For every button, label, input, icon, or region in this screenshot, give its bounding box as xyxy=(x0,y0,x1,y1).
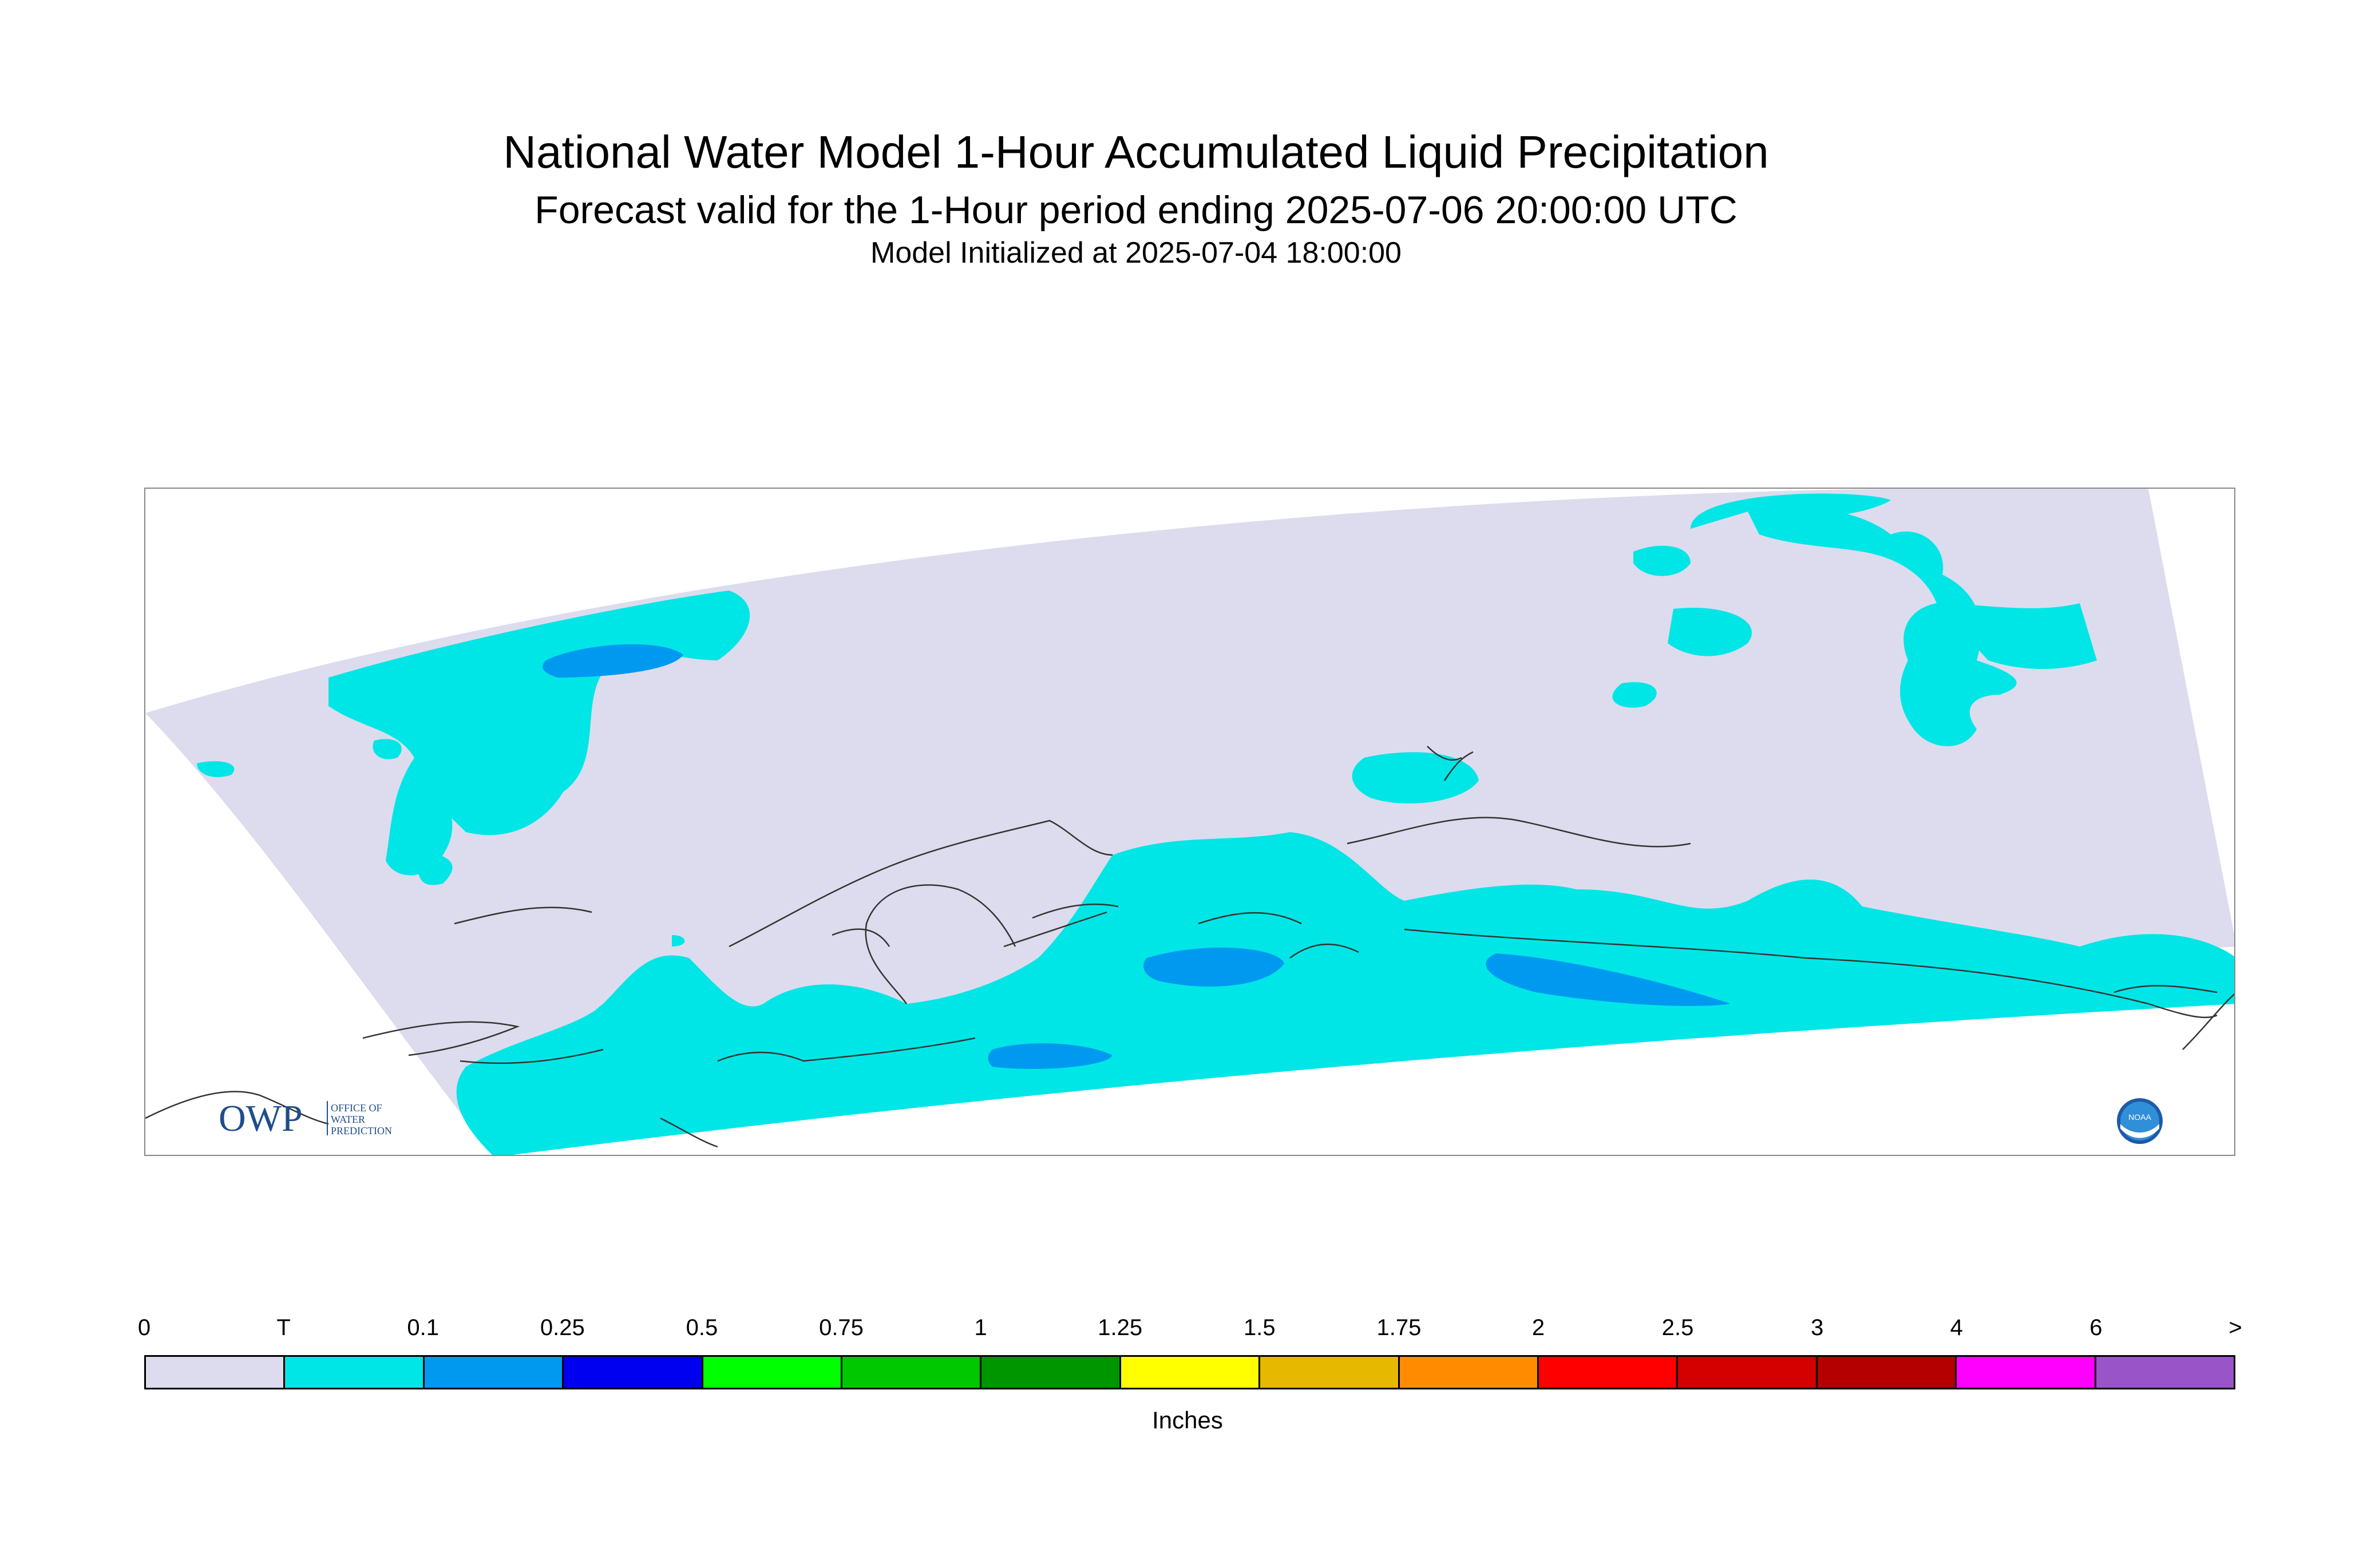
legend-swatch xyxy=(1539,1357,1679,1388)
owp-logo-text: OWP xyxy=(219,1098,303,1139)
coastlines xyxy=(145,746,2234,1148)
model-init-line: Model Initialized at 2025-07-04 18:00:00 xyxy=(870,236,1402,270)
precipitation-map: OWP OFFICE OF WATER PREDICTION NOAA xyxy=(144,488,2235,1156)
legend-colorbar xyxy=(144,1355,2235,1389)
legend-swatch xyxy=(1678,1357,1818,1388)
legend-label: 1.5 xyxy=(1243,1315,1276,1340)
legend-label: > xyxy=(2228,1315,2242,1340)
owp-logo: OWP OFFICE OF WATER PREDICTION xyxy=(219,1098,392,1139)
legend-label: 1 xyxy=(974,1315,987,1340)
legend-swatch xyxy=(285,1357,425,1388)
svg-text:WATER: WATER xyxy=(331,1114,365,1125)
legend-swatch xyxy=(1817,1357,1957,1388)
legend-label: 6 xyxy=(2089,1315,2103,1340)
noaa-logo-text: NOAA xyxy=(2128,1112,2151,1122)
legend-label: 0 xyxy=(137,1315,151,1340)
legend-label: 3 xyxy=(1811,1315,1824,1340)
legend-swatch xyxy=(842,1357,982,1388)
map-title: National Water Model 1-Hour Accumulated … xyxy=(503,126,1769,177)
legend-swatch xyxy=(703,1357,843,1388)
legend-swatch xyxy=(424,1357,564,1388)
legend-label: 1.25 xyxy=(1098,1315,1143,1340)
light-precip-areas xyxy=(543,644,1731,1069)
noaa-logo: NOAA xyxy=(2117,1098,2163,1144)
legend-swatch xyxy=(1957,1357,2096,1388)
legend-swatch xyxy=(1260,1357,1400,1388)
legend-label: T xyxy=(276,1315,291,1340)
legend-swatch xyxy=(564,1357,703,1388)
legend-swatch xyxy=(1121,1357,1261,1388)
svg-text:OFFICE OF: OFFICE OF xyxy=(331,1102,382,1114)
legend-swatch xyxy=(981,1357,1121,1388)
legend-swatch xyxy=(146,1357,286,1388)
legend-label: 1.75 xyxy=(1376,1315,1422,1340)
map-subtitle: Forecast valid for the 1-Hour period end… xyxy=(535,188,1737,232)
legend-units: Inches xyxy=(1152,1407,1223,1434)
legend-label: 0.1 xyxy=(407,1315,439,1340)
legend-labels: 0 T 0.1 0.25 0.5 0.75 1 1.25 1.5 1.75 2 2.5 3 4 6 > xyxy=(0,1315,2375,1349)
legend-swatch xyxy=(2096,1357,2234,1388)
legend-label: 0.25 xyxy=(540,1315,585,1340)
legend-label: 0.75 xyxy=(819,1315,864,1340)
legend-label: 2.5 xyxy=(1661,1315,1694,1340)
legend-label: 0.5 xyxy=(686,1315,718,1340)
svg-text:PREDICTION: PREDICTION xyxy=(331,1125,392,1137)
legend-label: 4 xyxy=(1950,1315,1963,1340)
legend-label: 2 xyxy=(1531,1315,1545,1340)
legend-swatch xyxy=(1399,1357,1539,1388)
